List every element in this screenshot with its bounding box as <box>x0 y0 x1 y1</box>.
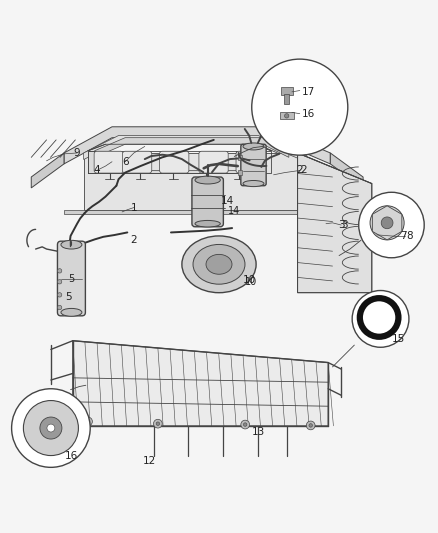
Text: 6: 6 <box>122 157 128 167</box>
Ellipse shape <box>61 240 82 249</box>
Polygon shape <box>73 341 328 426</box>
Circle shape <box>309 424 312 427</box>
FancyBboxPatch shape <box>280 112 293 119</box>
FancyBboxPatch shape <box>241 144 266 185</box>
Text: 7: 7 <box>399 231 406 241</box>
Polygon shape <box>330 153 363 188</box>
Text: 13: 13 <box>252 427 265 438</box>
FancyBboxPatch shape <box>236 151 265 173</box>
Circle shape <box>57 305 62 310</box>
Text: 9: 9 <box>74 148 81 158</box>
Text: 2: 2 <box>300 165 307 175</box>
Polygon shape <box>64 210 330 214</box>
Text: 10: 10 <box>245 277 258 287</box>
Text: 5: 5 <box>68 273 74 284</box>
Text: 14: 14 <box>228 206 240 216</box>
Text: 8: 8 <box>406 231 413 241</box>
Circle shape <box>381 217 393 229</box>
Circle shape <box>285 114 289 118</box>
Circle shape <box>57 269 62 273</box>
Text: 10: 10 <box>243 274 256 285</box>
Circle shape <box>359 192 424 258</box>
Circle shape <box>153 419 162 428</box>
Text: 12: 12 <box>142 456 156 466</box>
Ellipse shape <box>206 254 232 274</box>
Circle shape <box>12 389 90 467</box>
Ellipse shape <box>243 143 264 150</box>
Polygon shape <box>31 153 64 188</box>
Text: 16: 16 <box>302 109 315 119</box>
Polygon shape <box>95 138 289 157</box>
Text: 4: 4 <box>93 165 100 175</box>
Text: 2: 2 <box>297 165 303 175</box>
Circle shape <box>252 59 348 155</box>
FancyBboxPatch shape <box>199 151 228 173</box>
Text: 15: 15 <box>392 334 405 344</box>
Circle shape <box>360 298 399 337</box>
Circle shape <box>84 417 92 426</box>
Bar <box>284 94 289 104</box>
FancyBboxPatch shape <box>281 87 293 95</box>
FancyBboxPatch shape <box>159 151 189 173</box>
Ellipse shape <box>195 176 220 184</box>
Ellipse shape <box>61 309 82 316</box>
Ellipse shape <box>182 236 256 293</box>
FancyBboxPatch shape <box>57 241 85 316</box>
Circle shape <box>306 421 315 430</box>
Circle shape <box>57 280 62 284</box>
Circle shape <box>156 422 159 425</box>
Circle shape <box>241 420 250 429</box>
Polygon shape <box>64 127 330 164</box>
Text: 2: 2 <box>131 235 137 245</box>
Polygon shape <box>297 153 372 293</box>
Text: 16: 16 <box>65 451 78 462</box>
Circle shape <box>57 293 62 297</box>
Polygon shape <box>84 153 297 210</box>
Circle shape <box>244 423 247 426</box>
Text: 3: 3 <box>341 220 348 230</box>
Circle shape <box>23 400 78 456</box>
Ellipse shape <box>243 181 264 187</box>
Polygon shape <box>88 151 254 173</box>
FancyBboxPatch shape <box>123 151 152 173</box>
Polygon shape <box>372 206 402 240</box>
Text: 5: 5 <box>65 292 72 302</box>
Text: 17: 17 <box>302 87 315 97</box>
Ellipse shape <box>193 245 245 284</box>
Text: 3: 3 <box>338 220 345 230</box>
FancyBboxPatch shape <box>192 177 223 227</box>
Circle shape <box>47 424 55 432</box>
Circle shape <box>370 206 404 240</box>
Circle shape <box>40 417 62 439</box>
FancyBboxPatch shape <box>94 151 124 173</box>
Text: 14: 14 <box>221 196 234 206</box>
Circle shape <box>365 304 393 331</box>
Bar <box>238 156 242 160</box>
Circle shape <box>86 420 90 423</box>
Polygon shape <box>84 135 306 161</box>
Circle shape <box>352 290 409 348</box>
Text: 1: 1 <box>131 203 137 213</box>
Ellipse shape <box>195 221 220 227</box>
Bar <box>238 170 242 175</box>
